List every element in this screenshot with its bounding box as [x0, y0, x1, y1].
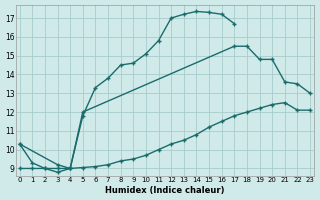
X-axis label: Humidex (Indice chaleur): Humidex (Indice chaleur)	[105, 186, 225, 195]
